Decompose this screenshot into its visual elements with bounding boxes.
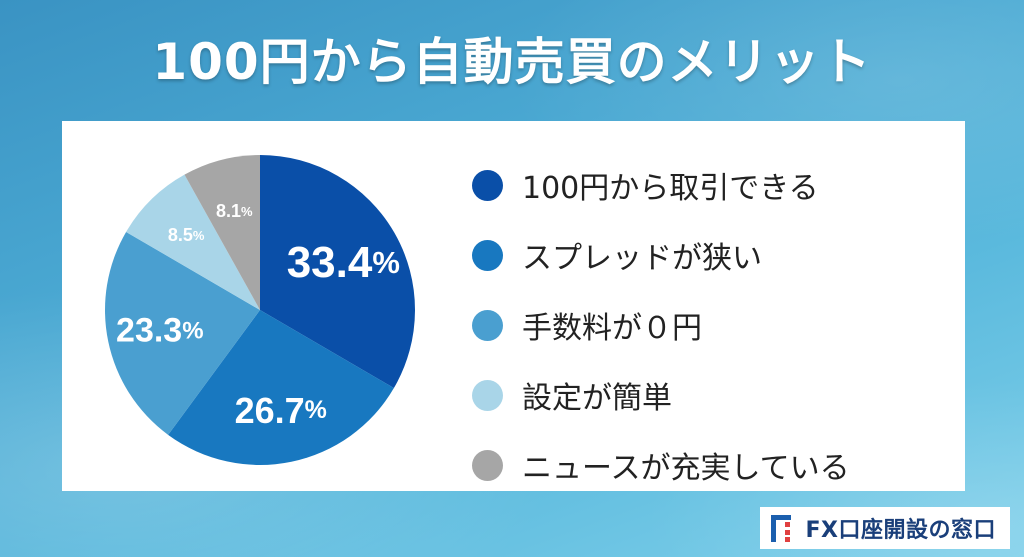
legend-color-dot (472, 239, 503, 271)
pie-slice-value-label: 26.7% (235, 390, 327, 431)
legend-label: 100円から取引できる (522, 171, 819, 206)
legend-label: ニュースが充実している (522, 451, 850, 486)
pie-slice (168, 310, 394, 465)
legend-item: スプレッドが狭い (472, 220, 850, 290)
brand-name: FX口座開設の窓口 (805, 518, 996, 543)
page-title: 100円から自動売買のメリット (152, 33, 872, 91)
brand-logo: FX口座開設の窓口 (759, 507, 1010, 549)
legend-color-dot (472, 309, 503, 341)
pie-slice-value-label: 33.4% (287, 238, 400, 287)
pie-slice (184, 155, 260, 310)
pie-chart: 33.4% 26.7% 23.3% 8.5% 8.1% (105, 155, 416, 465)
pie-slice (260, 155, 416, 389)
pie-slice-value-label: 8.5% (168, 225, 205, 245)
chart-legend: 100円から取引できる スプレッドが狭い 手数料が０円 設定が簡単ニュースが充実してい… (472, 150, 850, 500)
legend-color-dot (472, 379, 503, 411)
legend-color-dot (472, 449, 503, 481)
legend-color-dot (472, 169, 503, 201)
legend-label: 設定が簡単 (522, 381, 672, 416)
legend-item: 手数料が０円 (472, 290, 850, 360)
legend-item: ニュースが充実している (472, 430, 850, 500)
legend-label: スプレッドが狭い (522, 241, 762, 276)
legend-item: 設定が簡単 (472, 360, 850, 430)
brand-icon (770, 515, 791, 542)
pie-slice-value-label: 23.3% (116, 312, 204, 350)
pie-slice-value-label: 8.1% (216, 201, 253, 221)
pie-slice (105, 231, 260, 435)
pie-slice (126, 174, 260, 310)
legend-label: 手数料が０円 (522, 311, 702, 346)
legend-item: 100円から取引できる (472, 150, 850, 220)
